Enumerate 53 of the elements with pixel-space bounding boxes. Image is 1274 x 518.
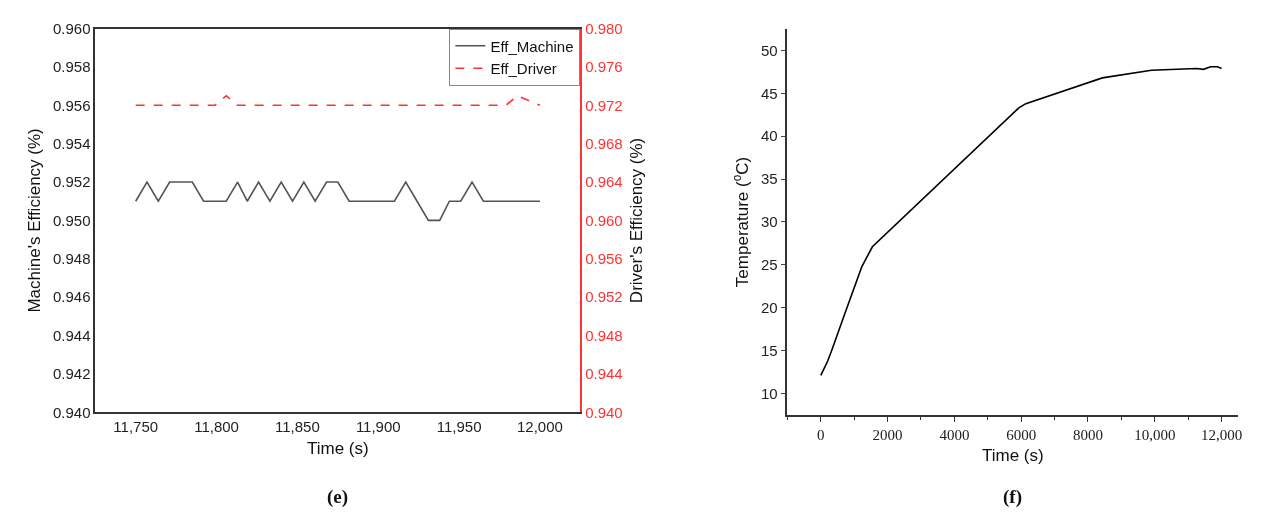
x-axis-title: Time (s) [981,446,1044,466]
y2-tick-label: 0.940 [585,403,623,421]
x-tick-label: 11,750 [113,418,159,436]
y-tick-label: 35 [760,170,778,188]
x-tick-label: 11,950 [436,418,482,436]
x-tick-label: 8000 [1072,426,1103,443]
y-tick-label: 0.944 [52,326,91,344]
x-tick-label: 2000 [872,426,903,443]
y-tick-label: 0.952 [52,173,91,191]
y-tick-label: 40 [760,127,778,145]
x-tick-label: 11,800 [194,418,239,436]
y2-tick-label: 0.952 [585,288,623,306]
text: (f) [1003,486,1022,508]
y-tick-label: 0.960 [52,19,91,37]
y2-tick-label: 0.980 [585,19,623,37]
x-tick-label: 0 [817,426,825,443]
x-tick-label: 12,000 [1200,426,1243,443]
y-tick-label: 25 [760,256,778,274]
x-tick-label: 11,900 [355,418,401,436]
y2-tick-label: 0.968 [585,134,623,152]
y2-tick-label: 0.956 [585,250,623,268]
y-tick-label: 45 [760,84,778,102]
y2-tick-label: 0.976 [585,58,623,76]
y-tick-label: 0.948 [52,250,91,268]
text: (e) [327,486,349,508]
y2-axis-title: Driver's Efficiency (%) [626,137,646,304]
legend-label: Eff_Machine [490,37,574,55]
x-tick-label: 11,850 [275,418,320,436]
x-tick-label: 10,000 [1134,426,1176,443]
y-tick-label: 0.954 [52,134,91,152]
y-tick-label: 0.942 [52,365,91,383]
y-tick-label: 20 [760,298,778,316]
y-tick-label: 30 [760,213,778,231]
y2-tick-label: 0.964 [585,173,623,191]
y2-tick-label: 0.972 [585,96,623,114]
x-axis-title: Time (s) [306,438,369,458]
y-tick-label: 0.946 [52,288,91,306]
x-tick-label: 6000 [1006,426,1037,443]
x-tick-label: 4000 [939,426,970,443]
y-tick-label: 0.940 [52,403,91,421]
x-tick-label: 12,000 [517,418,563,436]
y-tick-label: 0.950 [52,211,91,229]
y2-tick-label: 0.960 [585,211,623,229]
line-series [820,65,1223,377]
y-tick-label: 0.956 [52,96,91,114]
legend-label: Eff_Driver [490,60,557,78]
y2-tick-label: 0.944 [585,365,623,383]
y2-tick-label: 0.948 [585,326,623,344]
y-tick-label: 15 [760,341,778,359]
y-tick-label: 10 [760,384,778,402]
y-axis-title: Machine's Efficiency (%) [25,128,44,313]
y-tick-label: 0.958 [52,58,91,76]
y-tick-label: 50 [760,41,778,59]
